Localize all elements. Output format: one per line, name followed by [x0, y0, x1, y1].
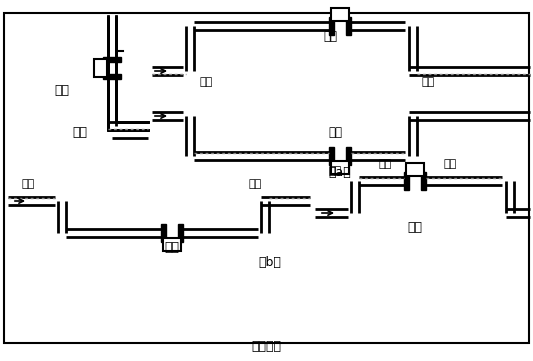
Text: 液体: 液体 — [328, 166, 342, 176]
Text: 正确: 正确 — [323, 30, 337, 43]
Text: 气泡: 气泡 — [21, 179, 35, 189]
Bar — [346, 147, 351, 165]
Text: 气泡: 气泡 — [378, 159, 392, 169]
Text: 图（四）: 图（四） — [251, 340, 281, 353]
Text: 气泡: 气泡 — [248, 179, 262, 189]
Text: 正确: 正确 — [165, 241, 180, 254]
Bar — [103, 74, 121, 79]
Text: 错误: 错误 — [328, 126, 342, 139]
Text: 正确: 正确 — [54, 84, 69, 97]
Text: 液体: 液体 — [421, 77, 434, 87]
Bar — [331, 8, 349, 21]
Text: 液体: 液体 — [200, 77, 213, 87]
Text: 错误: 错误 — [408, 221, 423, 234]
Bar — [406, 163, 424, 176]
Bar — [163, 238, 181, 251]
Bar — [329, 17, 334, 35]
Text: （a）: （a） — [329, 166, 351, 179]
Text: 气泡: 气泡 — [443, 159, 457, 169]
Bar — [103, 57, 121, 62]
Bar — [421, 172, 426, 190]
Bar — [161, 224, 166, 242]
Bar — [404, 172, 409, 190]
Bar — [94, 59, 107, 77]
Text: （b）: （b） — [259, 256, 281, 269]
Bar — [331, 161, 349, 174]
Bar — [329, 147, 334, 165]
Text: 液体: 液体 — [72, 126, 87, 139]
Bar — [178, 224, 183, 242]
Bar — [346, 17, 351, 35]
